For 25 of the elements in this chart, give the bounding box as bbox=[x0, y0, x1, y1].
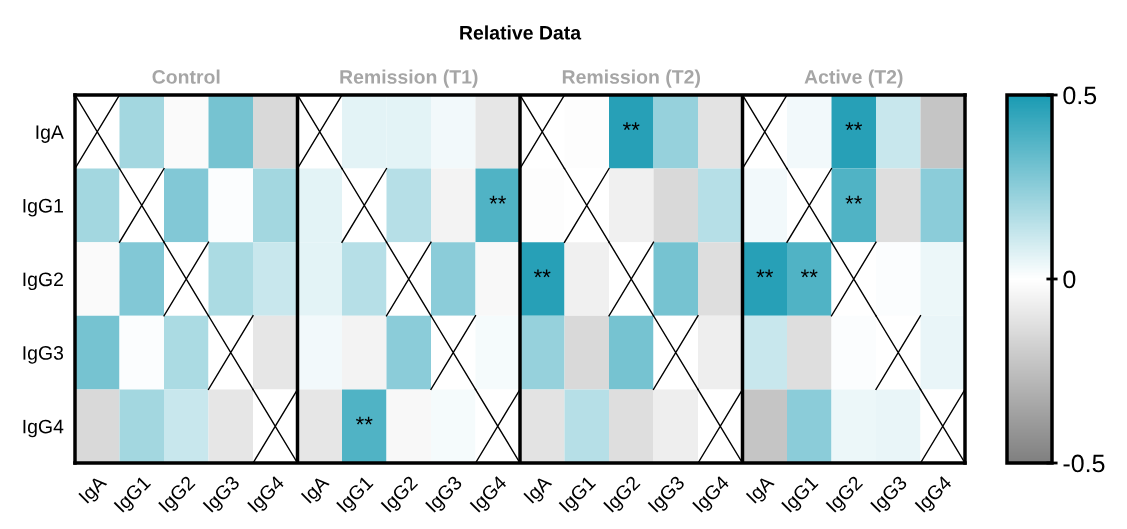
text: Remission (T2) bbox=[562, 69, 700, 88]
data-label: ** bbox=[489, 195, 507, 204]
color-bar-label: -0.5 bbox=[1063, 454, 1105, 473]
x-tick-label: IgA bbox=[523, 474, 556, 507]
data-label: ** bbox=[622, 122, 640, 131]
color-bar-label: 0.5 bbox=[1063, 86, 1097, 105]
data-label: ** bbox=[355, 416, 373, 425]
text: Active (T2) bbox=[804, 69, 903, 88]
y-tick-label: IgA bbox=[36, 125, 64, 143]
x-tick-label: IgA bbox=[300, 474, 333, 507]
data-label: ** bbox=[845, 195, 863, 204]
data-label: ** bbox=[756, 269, 774, 278]
data-label: ** bbox=[533, 269, 551, 278]
y-tick-label: IgG4 bbox=[23, 419, 64, 438]
y-tick-label: IgG1 bbox=[23, 198, 63, 217]
x-tick-label: IgA bbox=[78, 474, 111, 507]
text: Remission (T1) bbox=[340, 69, 478, 88]
color-bar-label: 0 bbox=[1063, 270, 1076, 289]
y-tick-label: IgG3 bbox=[23, 346, 64, 364]
chart-title: Relative Data bbox=[460, 25, 582, 40]
y-tick-label: IgG2 bbox=[23, 272, 63, 291]
data-label: ** bbox=[800, 269, 818, 278]
text: Control bbox=[152, 69, 220, 84]
x-tick-label: IgA bbox=[745, 474, 778, 507]
data-label: ** bbox=[845, 122, 863, 131]
